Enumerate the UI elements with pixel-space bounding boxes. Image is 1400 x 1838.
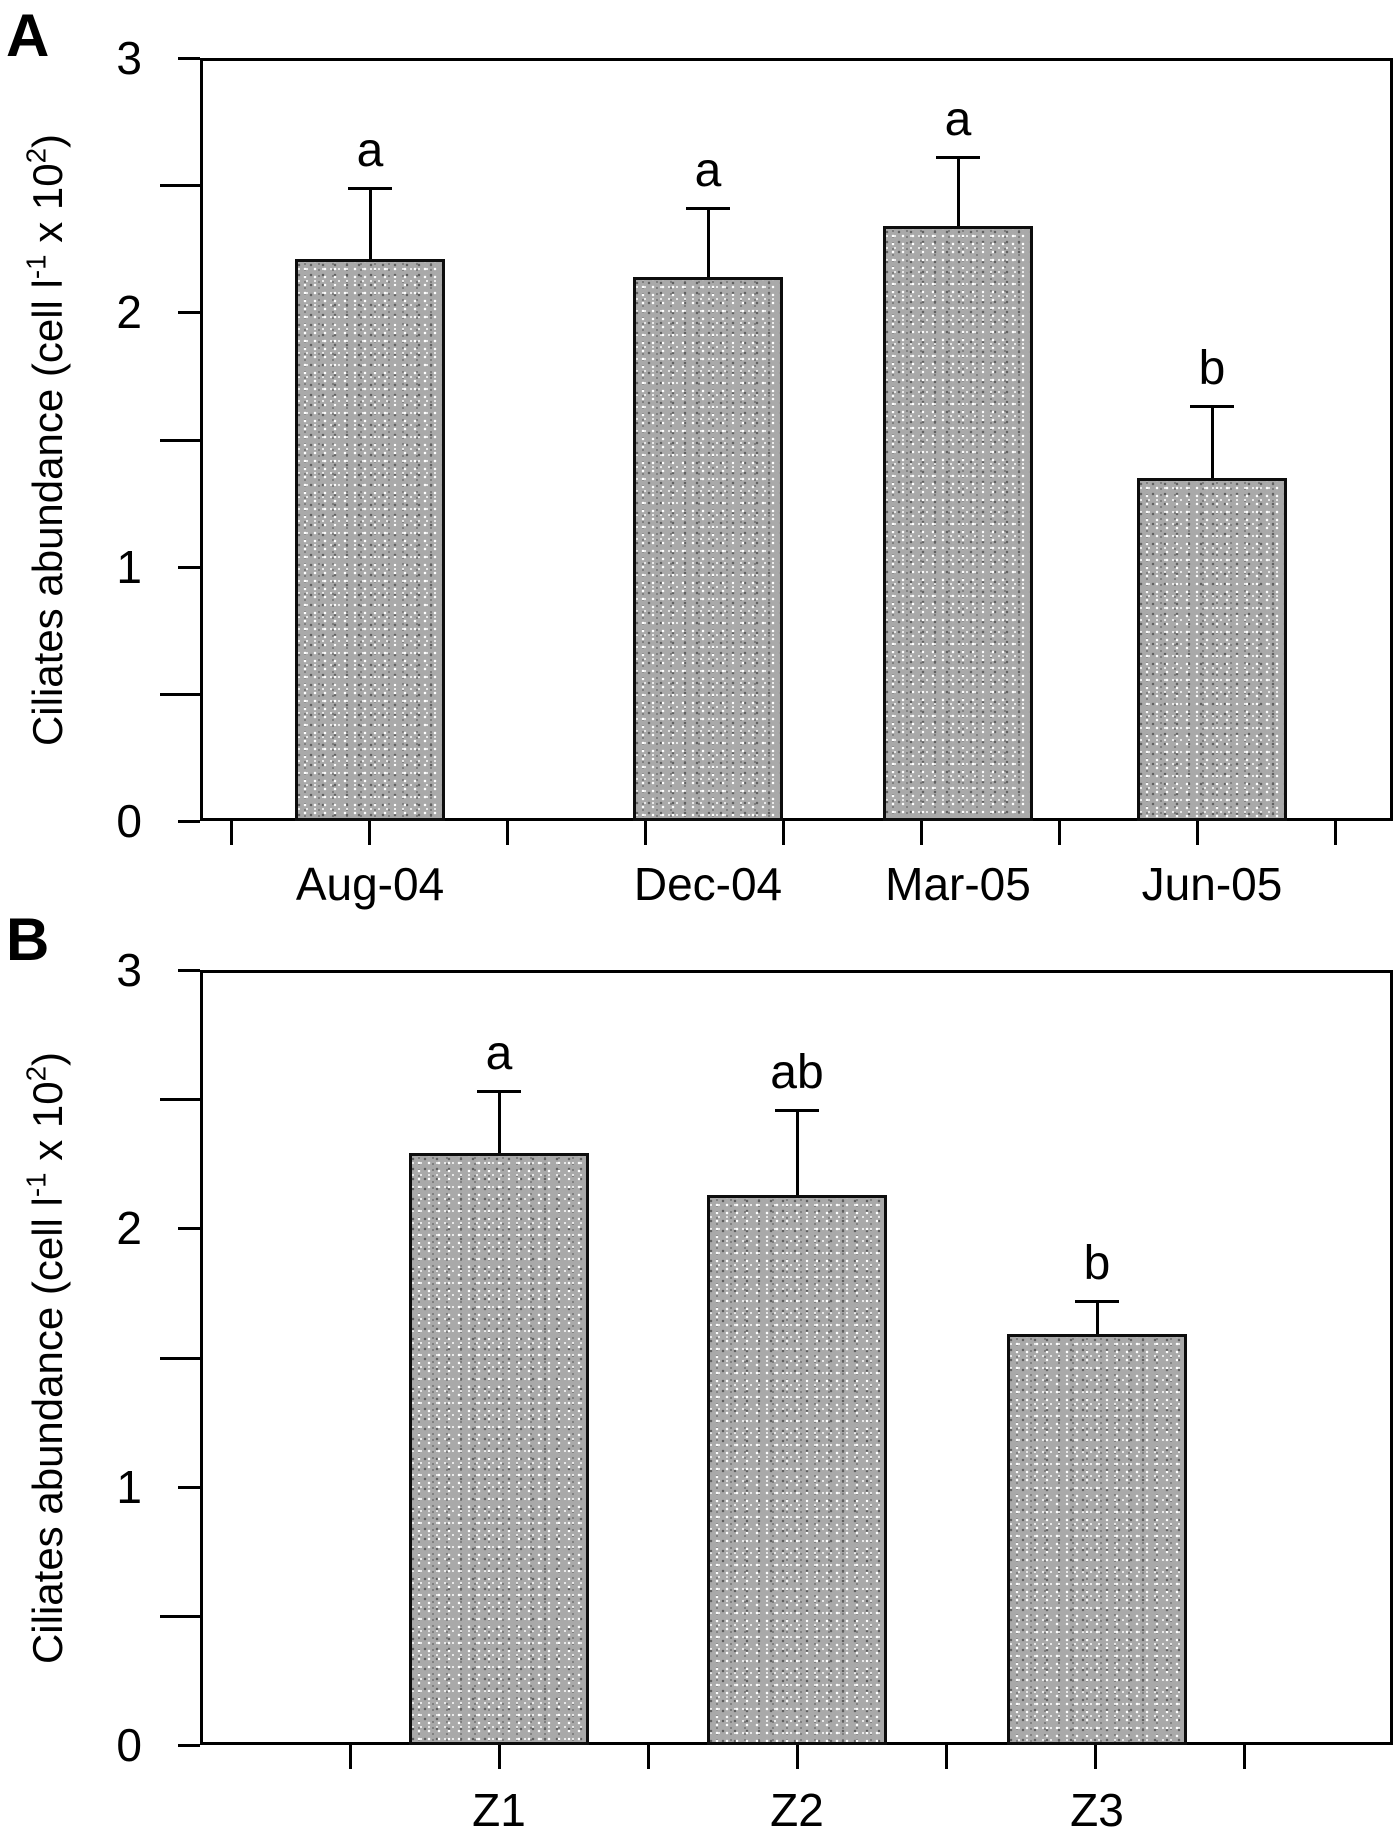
sig-letter: b <box>1083 1236 1111 1290</box>
x-tick <box>506 821 509 845</box>
x-tick <box>782 821 785 845</box>
x-tick <box>920 821 923 845</box>
y-major-tick <box>178 566 200 569</box>
ylabel-superscript-segment: 2 <box>20 1065 52 1082</box>
y-major-tick <box>178 1744 200 1747</box>
bar-Mar-05 <box>883 226 1033 821</box>
x-tick <box>1334 821 1337 845</box>
x-tick <box>1243 1745 1246 1769</box>
x-tick <box>368 821 371 845</box>
x-tick <box>1196 821 1199 845</box>
error-bar-stem <box>369 188 372 261</box>
error-bar-cap <box>477 1090 521 1093</box>
bar-Z3 <box>1007 1334 1187 1745</box>
x-tick <box>644 821 647 845</box>
bar-Jun-05 <box>1137 478 1287 821</box>
x-category-label: Z3 <box>1070 1784 1124 1836</box>
ylabel-text-segment: x 10 <box>24 163 72 255</box>
y-tick-label: 1 <box>116 541 142 593</box>
error-bar-cap <box>686 207 730 210</box>
x-tick <box>230 821 233 845</box>
x-category-label: Aug-04 <box>295 858 445 910</box>
y-major-tick <box>178 1486 200 1489</box>
sig-letter: ab <box>770 1045 824 1099</box>
bar-Aug-04 <box>295 259 445 821</box>
y-tick-label: 0 <box>116 795 142 847</box>
y-tick-label: 2 <box>116 286 142 338</box>
y-major-tick <box>178 57 200 60</box>
error-bar-cap <box>1075 1300 1119 1303</box>
y-tick-label: 2 <box>116 1202 142 1254</box>
x-category-label: Z1 <box>472 1784 526 1836</box>
error-bar-cap <box>936 156 980 159</box>
ylabel-superscript-segment: -1 <box>20 254 52 280</box>
y-minor-tick <box>160 693 200 696</box>
sig-letter: a <box>485 1026 513 1080</box>
y-minor-tick <box>160 184 200 187</box>
y-minor-tick <box>160 1615 200 1618</box>
bar-Z2 <box>707 1195 887 1745</box>
y-minor-tick <box>160 1357 200 1360</box>
y-minor-tick <box>160 1098 200 1101</box>
x-tick <box>647 1745 650 1769</box>
x-category-label: Jun-05 <box>1141 858 1283 910</box>
panel-letter-B: B <box>6 906 50 973</box>
x-category-label: Mar-05 <box>885 858 1031 910</box>
x-category-label: Z2 <box>770 1784 824 1836</box>
sig-letter: a <box>356 123 384 177</box>
ylabel-text-segment: ) <box>24 1051 72 1066</box>
x-tick <box>1058 821 1061 845</box>
x-tick <box>498 1745 501 1769</box>
sig-letter: b <box>1198 341 1226 395</box>
y-tick-label: 0 <box>116 1719 142 1771</box>
plot-area <box>200 58 1393 821</box>
y-minor-tick <box>160 439 200 442</box>
y-major-tick <box>178 820 200 823</box>
x-category-label: Dec-04 <box>633 858 783 910</box>
ylabel-text-segment: ) <box>24 133 72 148</box>
ylabel-text-segment: x 10 <box>24 1081 72 1173</box>
bar-Dec-04 <box>633 277 783 821</box>
error-bar-stem <box>498 1091 501 1155</box>
y-major-tick <box>178 969 200 972</box>
error-bar-stem <box>707 208 710 279</box>
error-bar-cap <box>775 1109 819 1112</box>
error-bar-cap <box>1190 405 1234 408</box>
y-major-tick <box>178 311 200 314</box>
error-bar-stem <box>957 157 960 228</box>
x-tick <box>945 1745 948 1769</box>
bar-Z1 <box>409 1153 589 1745</box>
error-bar-stem <box>1096 1301 1099 1337</box>
sig-letter: a <box>694 143 722 197</box>
y-axis-label: Ciliates abundance (cell l-1 x 102) <box>2 971 72 1746</box>
ylabel-text-segment: Ciliates abundance (cell l <box>24 1197 72 1665</box>
y-axis-label: Ciliates abundance (cell l-1 x 102) <box>2 59 72 822</box>
error-bar-stem <box>1211 406 1214 479</box>
x-tick <box>349 1745 352 1769</box>
error-bar-stem <box>796 1110 799 1197</box>
x-tick <box>1094 1745 1097 1769</box>
panel-letter-A: A <box>6 2 50 69</box>
ylabel-superscript-segment: 2 <box>20 147 52 164</box>
ylabel-text-segment: Ciliates abundance (cell l <box>24 279 72 747</box>
y-tick-label: 3 <box>116 944 142 996</box>
sig-letter: a <box>944 92 972 146</box>
error-bar-cap <box>348 187 392 190</box>
x-tick <box>796 1745 799 1769</box>
y-tick-label: 1 <box>116 1461 142 1513</box>
y-tick-label: 3 <box>116 32 142 84</box>
y-major-tick <box>178 1227 200 1230</box>
ylabel-superscript-segment: -1 <box>20 1172 52 1198</box>
